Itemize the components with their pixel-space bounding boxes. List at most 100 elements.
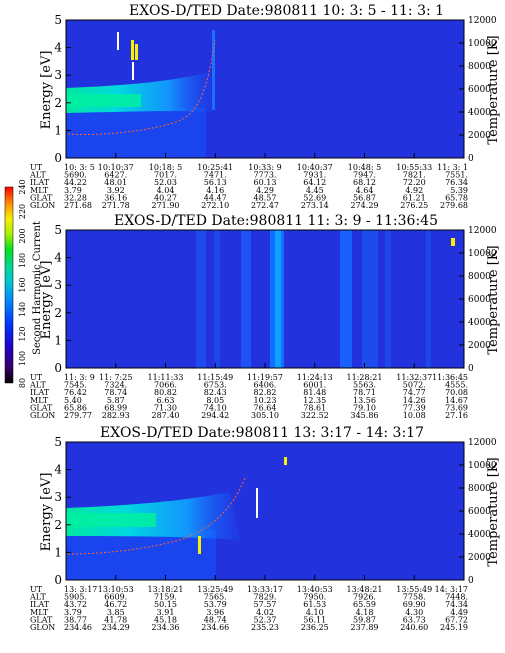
table-cell: 63.73 [403, 615, 426, 624]
table-cell: 11: 3: 9 [64, 373, 95, 382]
panel-3-ylabel: Energy [eV] [39, 473, 54, 552]
table-cell: 10.23 [254, 396, 277, 405]
panel-2-stripe-2 [214, 230, 220, 368]
table-cell: 6753. [204, 381, 227, 390]
table-cell: 38.77 [64, 615, 87, 624]
colorbar-gradient [4, 186, 14, 384]
table-cell: 4.16 [206, 186, 224, 195]
panel-1-spike-4 [135, 44, 138, 60]
table-cell: 78.74 [104, 388, 127, 397]
table-cell: 271.78 [102, 201, 130, 210]
table-cell: 234.36 [152, 623, 180, 632]
table-row-label: MLT [30, 186, 49, 195]
ytick-label: 0 [54, 361, 62, 375]
table-cell: 60.13 [254, 178, 277, 187]
table-cell: 13:48:21 [347, 585, 383, 594]
table-cell: 5.87 [107, 396, 125, 405]
table-cell: 5072. [403, 381, 426, 390]
table-cell: 46.72 [104, 600, 127, 609]
table-cell: 6001. [303, 381, 326, 390]
y2tick-label: 8000 [468, 62, 491, 72]
table-cell: 4.02 [256, 608, 274, 617]
table-cell: 7950. [303, 593, 326, 602]
panel-1-y2label: Temperature [K] [486, 35, 501, 144]
table-cell: 245.19 [440, 623, 468, 632]
table-cell: 11:36:45 [432, 373, 468, 382]
table-cell: 234.66 [201, 623, 229, 632]
panel-1: EXOS-D/TED Date:980811 10: 3: 5 - 11: 3:… [39, 3, 501, 165]
table-cell: 56.11 [303, 615, 326, 624]
ytick-label: 3 [54, 490, 62, 504]
table-cell: 68.99 [104, 403, 127, 412]
panel-3-temperature-trace [67, 477, 246, 555]
table-row-label: ALT [29, 171, 46, 180]
y2tick-label: 2000 [468, 553, 491, 563]
panel-3-heat [66, 457, 287, 580]
panel-1-band-core [66, 94, 141, 107]
table-row-label: GLAT [30, 403, 53, 412]
panel-2-stripe-9 [426, 230, 431, 368]
table-cell: 76.64 [254, 403, 277, 412]
table-cell: 69.90 [403, 600, 426, 609]
y2tick-label: 4000 [468, 318, 491, 328]
table-cell: 7066. [154, 381, 177, 390]
panel-3-spike-3 [284, 457, 287, 465]
table-cell: 3.79 [64, 608, 82, 617]
table-cell: 271.90 [152, 201, 180, 210]
panel-2-stripe-6 [340, 230, 352, 368]
y2tick-label: 8000 [468, 484, 491, 494]
table-cell: 72.20 [403, 178, 426, 187]
table-row-label: GLAT [30, 193, 53, 202]
y2tick-label: 12000 [468, 438, 497, 448]
table-cell: 14.26 [403, 396, 426, 405]
table-cell: 6609. [104, 593, 127, 602]
ytick-label: 4 [54, 251, 62, 265]
table-row-label: MLT [30, 396, 49, 405]
y2tick-label: 6000 [468, 507, 491, 517]
table-cell: 13: 3:17 [64, 585, 97, 594]
panel-1-spike-2 [131, 40, 134, 60]
table-cell: 279.77 [64, 411, 92, 420]
panel-2-heat [196, 230, 455, 368]
table-cell: 3.85 [107, 608, 125, 617]
table-cell: 13:33:17 [247, 585, 283, 594]
table-cell: 5.39 [450, 186, 468, 195]
ytick-label: 2 [54, 96, 62, 110]
table-cell: 52.69 [303, 193, 326, 202]
y2tick-label: 0 [468, 154, 474, 164]
y2tick-label: 6000 [468, 295, 491, 305]
table-cell: 74.77 [403, 388, 426, 397]
panel-3-band-core [66, 513, 156, 527]
table-cell: 13:10:53 [98, 585, 134, 594]
table-cell: 56.87 [353, 193, 376, 202]
table-cell: 235.23 [251, 623, 279, 632]
table-cell: 236.25 [301, 623, 329, 632]
table-cell: 76.34 [445, 178, 468, 187]
table-cell: 305.10 [251, 411, 279, 420]
panel-3-title: EXOS-D/TED Date:980811 13: 3:17 - 14: 3:… [100, 425, 424, 441]
y2tick-label: 4000 [468, 108, 491, 118]
panel-2-title: EXOS-D/TED Date:980811 11: 3: 9 - 11:36:… [114, 213, 438, 229]
table-cell: 36.16 [104, 193, 127, 202]
table-cell: 61.21 [403, 193, 426, 202]
table-cell: 65.78 [445, 193, 468, 202]
y2tick-label: 0 [468, 364, 474, 374]
panel-1-spike-5 [212, 30, 215, 110]
ytick-label: 1 [54, 545, 62, 559]
colorbar-tick-label: 100 [18, 351, 27, 366]
table-cell: 11: 3: 1 [437, 163, 468, 172]
table-cell: 10: 3: 5 [64, 163, 95, 172]
panel-2-stripe-8 [385, 230, 391, 368]
colorbar-label: Second Harmonic Current [32, 221, 43, 355]
table-cell: 11: 7:25 [99, 373, 132, 382]
table-cell: 52.03 [154, 178, 177, 187]
table-cell: 13:40:53 [297, 585, 333, 594]
panel-1-heat [66, 30, 216, 158]
table-cell: 13:25:49 [197, 585, 233, 594]
ytick-label: 0 [54, 573, 62, 587]
y2tick-label: 8000 [468, 272, 491, 282]
table-cell: 7159. [154, 593, 177, 602]
colorbar-tick-label: 120 [18, 326, 27, 341]
table-cell: 11:15:49 [197, 373, 233, 382]
